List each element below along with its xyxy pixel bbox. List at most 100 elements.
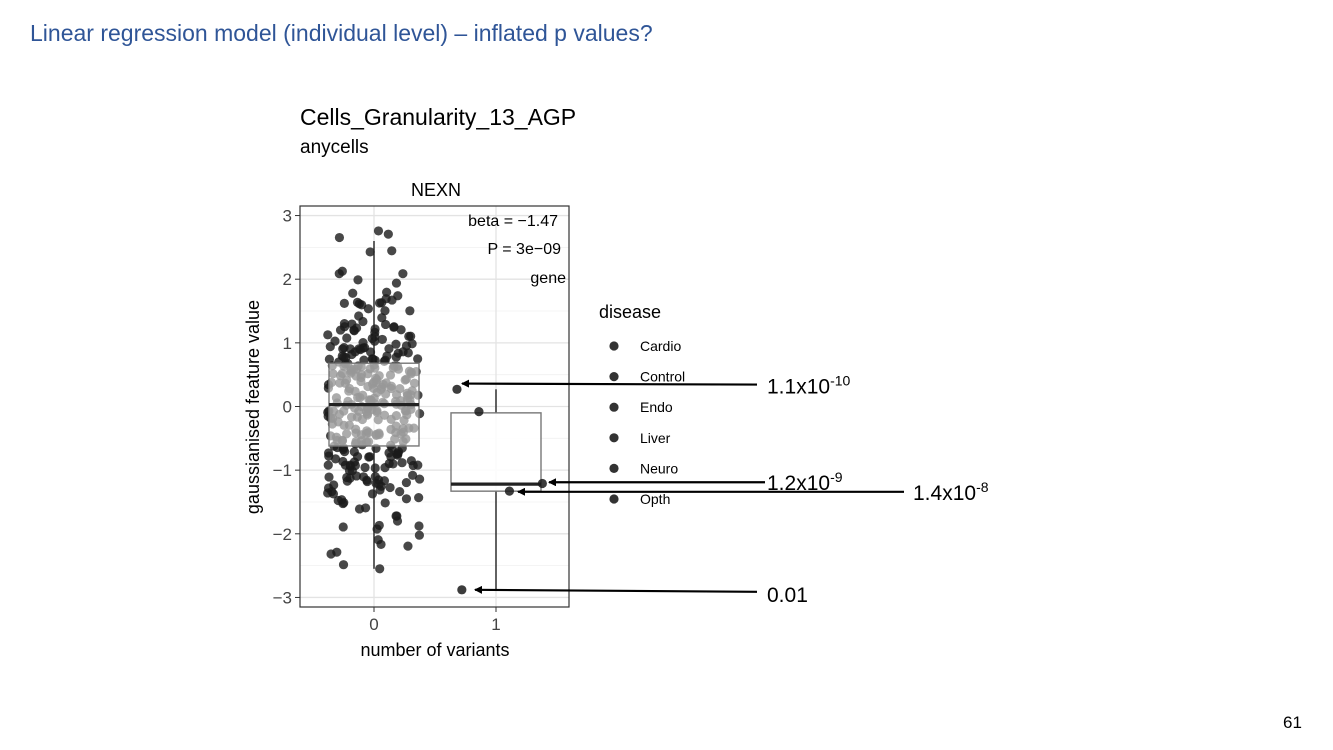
data-point — [367, 489, 378, 499]
y-axis-label: gaussianised feature value — [243, 300, 263, 514]
data-point — [414, 530, 424, 540]
data-point — [397, 458, 407, 468]
data-point — [355, 345, 365, 355]
data-point — [330, 454, 341, 464]
legend-label: Neuro — [640, 460, 678, 476]
legend-label: Endo — [640, 399, 673, 415]
data-point — [413, 354, 423, 364]
data-point — [339, 298, 349, 309]
legend-label: Control — [640, 369, 685, 385]
callout-mantissa: 1.4x10 — [913, 482, 976, 505]
data-point — [337, 266, 347, 276]
data-point — [383, 229, 393, 239]
data-point — [323, 448, 334, 458]
data-point — [376, 539, 386, 550]
data-point — [401, 494, 412, 504]
data-point — [385, 482, 395, 493]
plot-title: Cells_Granularity_13_AGP — [300, 104, 577, 130]
legend-key — [609, 463, 619, 473]
data-point — [406, 456, 416, 466]
data-point — [474, 406, 484, 417]
data-point — [373, 226, 384, 236]
data-point — [406, 331, 416, 341]
data-point — [381, 319, 391, 330]
x-tick-label: 1 — [491, 615, 500, 634]
y-axis: −3 −2 −1 0 1 2 3 — [273, 207, 300, 607]
data-point — [391, 352, 401, 362]
plot-subtitle: anycells — [300, 137, 369, 158]
data-point — [362, 476, 372, 487]
data-point — [324, 472, 334, 482]
callout-exponent: -8 — [976, 479, 989, 495]
slide-title: Linear regression model (individual leve… — [30, 20, 653, 46]
legend-key — [609, 341, 619, 351]
data-point — [341, 352, 351, 362]
data-point — [391, 339, 401, 349]
data-point — [452, 384, 462, 394]
data-point — [345, 460, 355, 470]
y-tick-label: 2 — [283, 270, 292, 289]
x-tick-label: 0 — [369, 615, 378, 634]
data-point — [401, 341, 412, 351]
data-point — [353, 275, 363, 285]
data-point — [395, 487, 405, 497]
legend-label: Liver — [640, 430, 671, 446]
data-point — [354, 311, 364, 321]
legend-key — [609, 372, 619, 382]
data-point — [333, 495, 343, 506]
data-point — [338, 560, 349, 570]
data-point — [335, 325, 346, 335]
callout-label: 1.2x10-9 — [767, 469, 843, 495]
callout-mantissa: 0.01 — [767, 584, 808, 607]
data-point — [366, 347, 376, 357]
x-axis-label: number of variants — [360, 640, 509, 660]
data-point — [345, 473, 355, 483]
data-point — [375, 564, 385, 574]
data-point — [370, 331, 380, 342]
data-point — [348, 288, 358, 298]
annotation-gene: gene — [530, 270, 566, 287]
facet-label: NEXN — [411, 180, 461, 200]
data-point — [359, 355, 369, 365]
data-point — [339, 342, 349, 353]
data-point — [398, 269, 408, 279]
y-tick-label: −3 — [273, 588, 292, 607]
data-point — [391, 278, 402, 288]
legend-label: Cardio — [640, 338, 681, 354]
y-tick-label: 0 — [283, 398, 292, 417]
data-point — [374, 298, 385, 308]
callout-mantissa: 1.2x10 — [767, 472, 830, 495]
data-point — [504, 486, 515, 496]
data-point — [377, 313, 387, 323]
data-point — [323, 330, 333, 340]
data-point — [396, 325, 406, 335]
data-point — [381, 294, 391, 304]
p-value-callouts: 1.1x10-10 1.2x10-9 1.4x10-8 0.01 — [461, 373, 989, 607]
data-point — [380, 462, 390, 473]
data-point — [372, 524, 382, 534]
data-point — [414, 521, 424, 531]
data-point — [380, 306, 390, 316]
callout-arrow — [461, 379, 758, 388]
data-point — [349, 326, 359, 336]
annotation-p-value: P = 3e−09 — [487, 241, 561, 258]
data-point — [408, 470, 418, 480]
legend-key — [609, 433, 619, 443]
data-point — [363, 304, 373, 314]
data-point — [414, 492, 424, 503]
data-point — [457, 585, 467, 595]
data-point — [323, 460, 333, 470]
data-point — [384, 344, 394, 354]
legend-label: Opth — [640, 491, 670, 507]
data-point — [368, 354, 378, 364]
slide-number: 61 — [1283, 713, 1302, 732]
callout-label: 1.4x10-8 — [913, 479, 989, 505]
data-point — [392, 449, 402, 459]
callout-exponent: -10 — [830, 373, 850, 389]
data-point — [537, 478, 547, 489]
y-tick-label: −1 — [273, 461, 292, 480]
data-point — [325, 342, 335, 352]
data-point — [384, 448, 394, 458]
